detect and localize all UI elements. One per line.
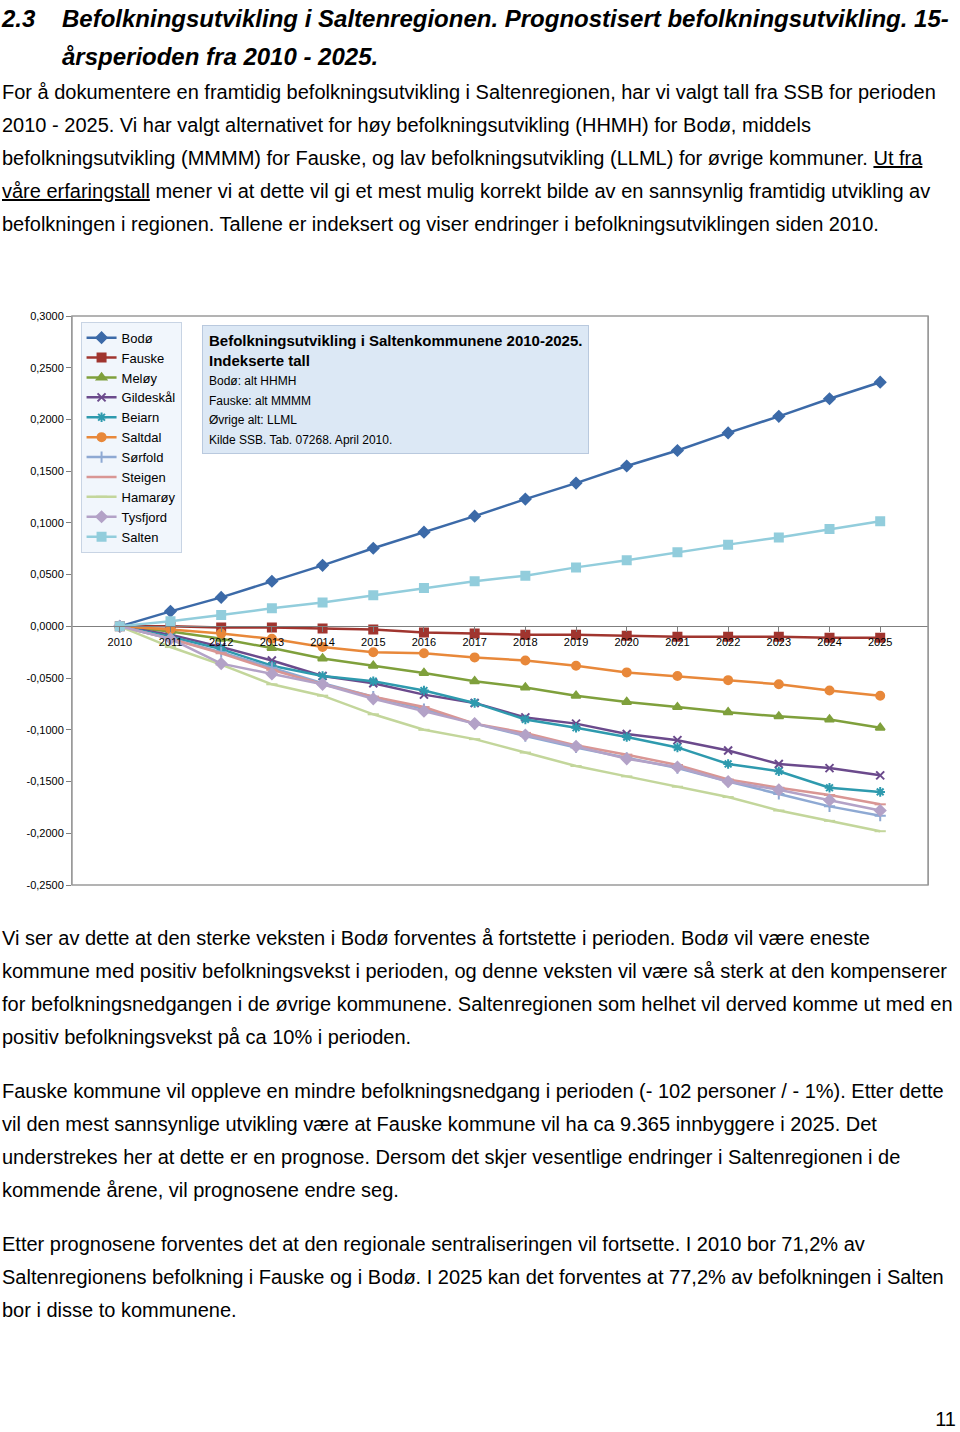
svg-text:Sørfold: Sørfold: [122, 450, 164, 465]
svg-text:Tysfjord: Tysfjord: [122, 510, 168, 525]
svg-text:0,2500: 0,2500: [30, 362, 64, 374]
svg-text:0,1000: 0,1000: [30, 517, 64, 529]
svg-text:Hamarøy: Hamarøy: [122, 490, 176, 505]
svg-text:2017: 2017: [462, 636, 486, 648]
svg-text:Saltdal: Saltdal: [122, 430, 162, 445]
svg-text:2011: 2011: [159, 636, 183, 648]
svg-text:0,0000: 0,0000: [30, 620, 64, 632]
svg-text:2025: 2025: [868, 636, 892, 648]
svg-text:-0,2500: -0,2500: [26, 879, 63, 891]
svg-text:2019: 2019: [564, 636, 588, 648]
svg-text:2018: 2018: [513, 636, 537, 648]
svg-text:2013: 2013: [260, 636, 284, 648]
svg-text:Salten: Salten: [122, 530, 159, 545]
svg-text:Bodø: Bodø: [122, 331, 153, 346]
svg-text:0,0500: 0,0500: [30, 568, 64, 580]
html-text:2.3: 2.3: [2, 5, 36, 32]
svg-text:2023: 2023: [767, 636, 791, 648]
svg-text:Beiarn: Beiarn: [122, 410, 160, 425]
svg-text:2021: 2021: [665, 636, 689, 648]
svg-text:Fauske: Fauske: [122, 351, 165, 366]
svg-text:2024: 2024: [817, 636, 841, 648]
svg-text:Meløy: Meløy: [122, 371, 158, 386]
svg-text:-0,1000: -0,1000: [26, 724, 63, 736]
html-text:Etter prognosene forventes det: Etter prognosene forventes det at den re…: [2, 1233, 944, 1321]
svg-text:-0,0500: -0,0500: [26, 672, 63, 684]
html-text:Befolkningsutvikling i Saltenr: Befolkningsutvikling i Saltenregionen. P…: [62, 5, 949, 70]
svg-text:Befolkningsutvikling i Saltenk: Befolkningsutvikling i Saltenkommunene 2…: [209, 332, 582, 447]
svg-text:0,3000: 0,3000: [30, 310, 64, 322]
svg-text:2015: 2015: [361, 636, 385, 648]
svg-text:Steigen: Steigen: [122, 470, 166, 485]
svg-text:2020: 2020: [614, 636, 638, 648]
svg-text:2016: 2016: [412, 636, 436, 648]
html-text:11: 11: [935, 1408, 956, 1430]
svg-text:2014: 2014: [310, 636, 334, 648]
svg-text:2010: 2010: [108, 636, 132, 648]
svg-text:2022: 2022: [716, 636, 740, 648]
svg-text:0,1500: 0,1500: [30, 465, 64, 477]
html-text:For å dokumentere en framtidig: For å dokumentere en framtidig befolknin…: [2, 81, 936, 235]
svg-text:-0,2000: -0,2000: [26, 827, 63, 839]
svg-text:0,2000: 0,2000: [30, 413, 64, 425]
html-text:Fauske kommune vil oppleve en: Fauske kommune vil oppleve en mindre bef…: [2, 1080, 944, 1201]
svg-text:Gildeskål: Gildeskål: [122, 390, 176, 405]
svg-text:-0,1500: -0,1500: [26, 775, 63, 787]
html-text:Vi ser av dette at den sterke: Vi ser av dette at den sterke veksten i …: [2, 927, 953, 1048]
svg-text:2012: 2012: [209, 636, 233, 648]
